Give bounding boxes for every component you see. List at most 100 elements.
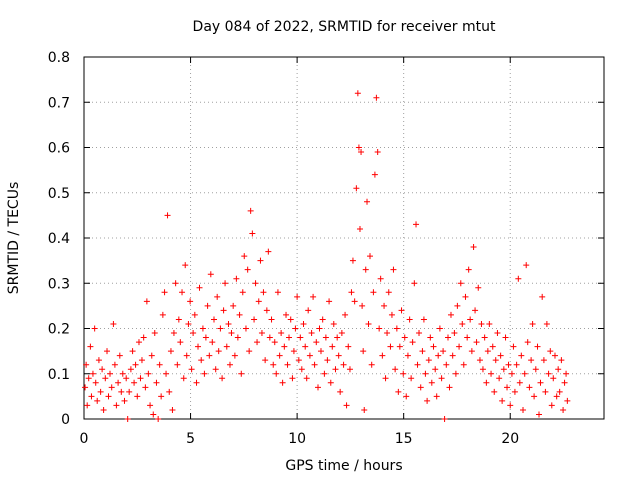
data-point <box>520 406 527 413</box>
data-point <box>170 330 177 337</box>
data-point <box>510 343 517 350</box>
data-point <box>478 320 485 327</box>
data-point <box>435 352 442 359</box>
data-point <box>145 370 152 377</box>
data-point <box>433 393 440 400</box>
y-axis-label: SRMTID / TECUs <box>6 182 22 295</box>
data-point <box>550 375 557 382</box>
data-point <box>99 366 106 373</box>
data-points <box>82 90 571 422</box>
data-point <box>479 366 486 373</box>
data-point <box>230 302 237 309</box>
data-point <box>166 388 173 395</box>
data-point <box>436 325 443 332</box>
data-point <box>207 271 214 278</box>
data-point <box>464 334 471 341</box>
data-point <box>427 334 434 341</box>
data-point <box>400 370 407 377</box>
data-point <box>413 221 420 228</box>
x-tick-label: 20 <box>501 431 519 447</box>
data-point <box>195 343 202 350</box>
y-tick-label: 0.8 <box>48 50 70 66</box>
data-point <box>251 316 258 323</box>
data-point <box>422 370 429 377</box>
data-point <box>438 375 445 382</box>
data-point <box>225 320 232 327</box>
data-point <box>105 393 112 400</box>
data-point <box>351 298 358 305</box>
y-tick-label: 0.3 <box>48 276 70 292</box>
data-point <box>343 402 350 409</box>
data-point <box>107 370 113 377</box>
data-point <box>306 352 313 359</box>
data-point <box>476 357 483 364</box>
data-point <box>483 379 490 386</box>
data-point <box>290 348 297 355</box>
data-point <box>521 370 528 377</box>
data-point <box>361 406 368 413</box>
data-point <box>100 406 107 413</box>
data-point <box>131 379 138 386</box>
data-point <box>508 370 515 377</box>
data-point <box>219 375 226 382</box>
data-point <box>459 320 466 327</box>
data-point <box>360 348 367 355</box>
data-point <box>467 316 474 323</box>
data-point <box>473 339 480 346</box>
data-point <box>153 379 160 386</box>
data-point <box>526 384 533 391</box>
data-point <box>555 366 562 373</box>
data-point <box>276 352 283 359</box>
axis-ticks: 0 0.1 0.2 0.3 0.4 0.5 0.6 0.7 0.8 0 5 10 15 20 <box>48 50 604 447</box>
data-point <box>445 334 451 341</box>
data-point <box>370 289 377 296</box>
y-tick-label: 0.1 <box>48 367 70 383</box>
data-point <box>155 416 162 422</box>
data-point <box>353 185 360 192</box>
data-point <box>529 320 536 327</box>
data-point <box>523 262 530 269</box>
data-point <box>104 348 111 355</box>
data-point <box>179 289 186 296</box>
data-point <box>371 171 378 178</box>
data-point <box>401 334 408 341</box>
data-point <box>518 352 525 359</box>
data-point <box>231 352 238 359</box>
data-point <box>85 375 92 382</box>
data-point <box>424 397 431 404</box>
data-point <box>87 343 94 350</box>
data-point <box>511 388 518 395</box>
data-point <box>118 388 125 395</box>
data-point <box>329 343 336 350</box>
data-point <box>89 370 96 377</box>
data-point <box>201 370 208 377</box>
data-point <box>150 411 157 418</box>
data-point <box>177 339 184 346</box>
data-point <box>551 352 558 359</box>
data-point <box>499 397 506 404</box>
data-point <box>547 348 554 355</box>
data-point <box>148 352 155 359</box>
data-point <box>212 366 219 373</box>
data-point <box>260 289 267 296</box>
data-point <box>531 393 538 400</box>
data-point <box>255 298 262 305</box>
data-point <box>190 330 197 337</box>
data-point <box>159 311 166 318</box>
data-point <box>239 289 246 296</box>
data-point <box>119 370 126 377</box>
data-point <box>381 302 388 309</box>
data-point <box>124 416 131 422</box>
data-point <box>292 325 299 332</box>
data-point <box>92 379 99 386</box>
data-point <box>311 361 318 368</box>
data-point <box>271 339 278 346</box>
data-point <box>564 397 571 404</box>
data-point <box>183 352 190 359</box>
x-tick-label: 15 <box>395 431 413 447</box>
data-point <box>300 320 307 327</box>
data-point <box>236 311 243 318</box>
data-point <box>346 366 353 373</box>
x-tick-label: 5 <box>186 431 195 447</box>
data-point <box>321 370 328 377</box>
